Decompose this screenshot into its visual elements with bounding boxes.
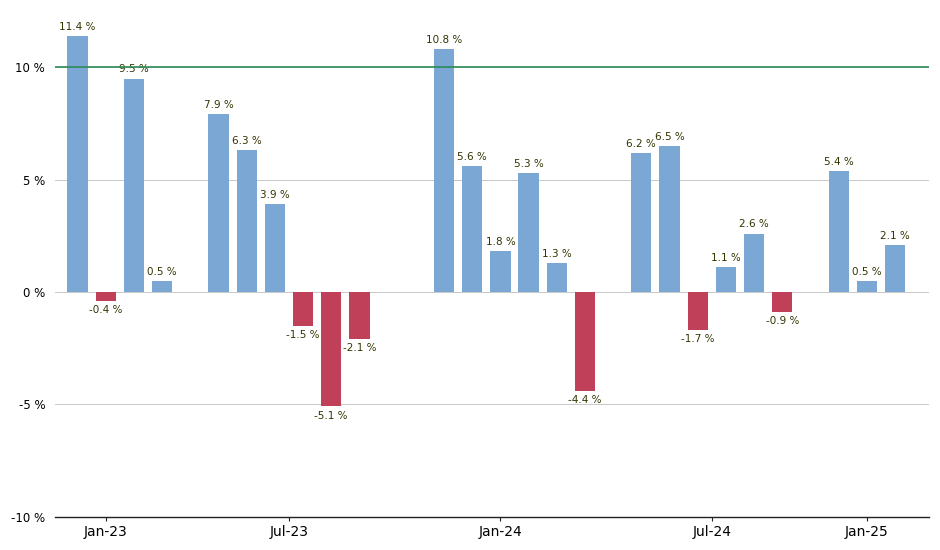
Text: 5.6 %: 5.6 % [458, 152, 487, 162]
Bar [547, 263, 567, 292]
Text: 6.3 %: 6.3 % [232, 136, 261, 146]
Text: 3.9 %: 3.9 % [260, 190, 290, 200]
Text: 6.2 %: 6.2 % [626, 139, 656, 148]
Bar [434, 50, 454, 292]
Bar [519, 173, 539, 292]
Text: 0.5 %: 0.5 % [148, 267, 177, 277]
Bar [96, 292, 116, 301]
Text: 2.6 %: 2.6 % [739, 219, 769, 229]
Bar [856, 280, 877, 292]
Bar [885, 245, 905, 292]
Text: 11.4 %: 11.4 % [59, 22, 96, 32]
Bar [631, 153, 651, 292]
Bar [744, 234, 764, 292]
Bar [68, 36, 87, 292]
Bar [574, 292, 595, 390]
Bar [491, 251, 510, 292]
Bar [209, 114, 228, 292]
Text: -0.9 %: -0.9 % [765, 316, 799, 326]
Text: 10.8 %: 10.8 % [426, 35, 462, 45]
Text: -4.4 %: -4.4 % [568, 395, 602, 405]
Text: -1.5 %: -1.5 % [287, 329, 320, 340]
Text: 2.1 %: 2.1 % [880, 230, 910, 241]
Text: -5.1 %: -5.1 % [315, 410, 348, 421]
Bar [321, 292, 341, 406]
Bar [687, 292, 708, 330]
Bar [715, 267, 736, 292]
Bar [265, 204, 285, 292]
Text: 1.8 %: 1.8 % [485, 238, 515, 248]
Bar [659, 146, 680, 292]
Text: 1.3 %: 1.3 % [541, 249, 572, 258]
Text: 7.9 %: 7.9 % [204, 101, 233, 111]
Bar [772, 292, 792, 312]
Text: 5.3 %: 5.3 % [513, 159, 543, 169]
Bar [293, 292, 313, 326]
Text: -2.1 %: -2.1 % [343, 343, 376, 353]
Bar [152, 280, 172, 292]
Text: 1.1 %: 1.1 % [711, 253, 741, 263]
Text: 0.5 %: 0.5 % [852, 267, 882, 277]
Text: 6.5 %: 6.5 % [654, 132, 684, 142]
Bar [237, 150, 257, 292]
Text: -0.4 %: -0.4 % [89, 305, 122, 315]
Text: -1.7 %: -1.7 % [681, 334, 714, 344]
Bar [350, 292, 369, 339]
Bar [124, 79, 144, 292]
Text: 9.5 %: 9.5 % [119, 64, 149, 74]
Text: 5.4 %: 5.4 % [823, 157, 854, 167]
Bar [828, 170, 849, 292]
Bar [462, 166, 482, 292]
